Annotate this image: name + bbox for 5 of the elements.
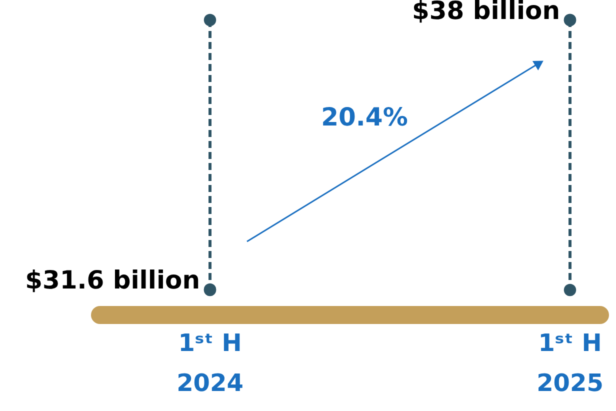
data-label: $38 billion	[412, 0, 560, 25]
category-label: 1ˢᵗ H 2024	[176, 329, 244, 397]
category-label: 1ˢᵗ H 2025	[536, 329, 604, 397]
text: 20.4%	[321, 102, 408, 132]
data-label: $31.6 billion	[25, 265, 200, 294]
